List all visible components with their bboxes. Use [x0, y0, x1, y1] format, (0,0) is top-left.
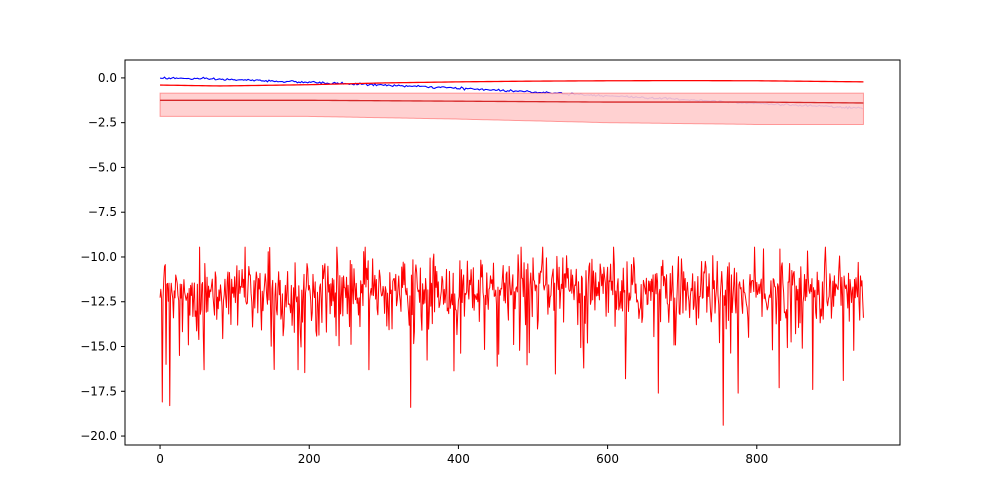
y-tick-label: −12.5 — [80, 295, 117, 309]
y-tick-label: −15.0 — [80, 340, 117, 354]
y-tick-label: −17.5 — [80, 384, 117, 398]
y-tick-label: −2.5 — [88, 116, 117, 130]
x-tick-label: 800 — [745, 452, 768, 466]
y-tick-label: −5.0 — [88, 160, 117, 174]
y-tick-label: −10.0 — [80, 250, 117, 264]
x-tick-label: 0 — [156, 452, 164, 466]
series-3-line — [159, 246, 864, 426]
y-tick-label: −20.0 — [80, 429, 117, 443]
y-tick-label: 0.0 — [98, 71, 117, 85]
x-tick-label: 200 — [298, 452, 321, 466]
x-tick-label: 600 — [596, 452, 619, 466]
plot-series-group — [159, 76, 864, 426]
x-tick-label: 400 — [447, 452, 470, 466]
plot-area — [159, 76, 864, 426]
y-tick-label: −7.5 — [88, 205, 117, 219]
series-1-line — [160, 79, 864, 87]
series-2-mean-line — [160, 99, 864, 104]
axes-frame — [124, 59, 901, 446]
axes: 0 200 400 600 800 0.0 −2.5 −5.0 −7.5 −10.0 −12.5 −1… — [80, 59, 901, 466]
